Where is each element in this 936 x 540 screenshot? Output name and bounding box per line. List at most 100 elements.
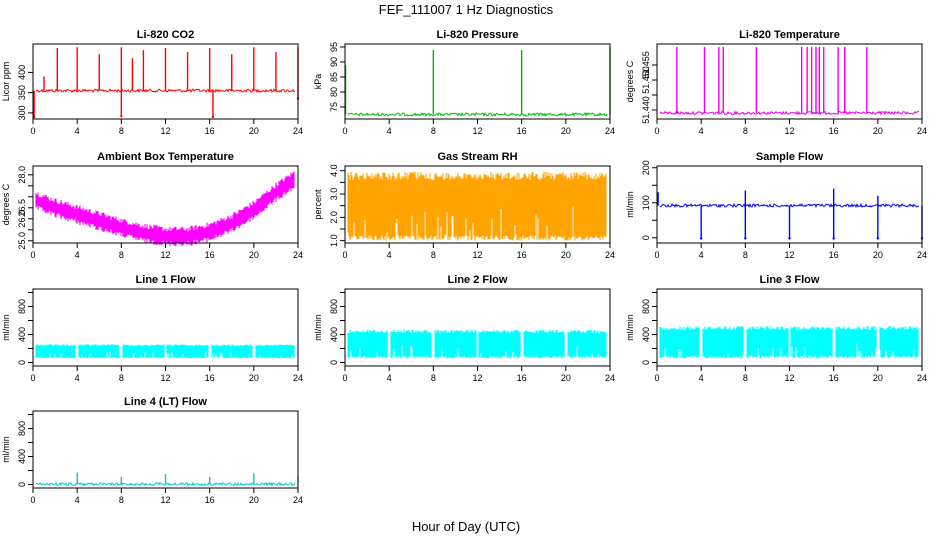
x-tick-label: 4 xyxy=(75,250,80,260)
x-tick-label: 0 xyxy=(342,250,347,260)
x-tick-label: 8 xyxy=(119,126,124,136)
series-li-820-co2 xyxy=(32,47,300,119)
x-tick-label: 12 xyxy=(160,126,170,136)
panel-line-3-flow: Line 3 Flow ml/min 0 4 8 12 16 20 24 0 400 800 xyxy=(625,274,927,383)
y-tick-label: 350 xyxy=(17,85,27,100)
x-tick-label: 0 xyxy=(654,126,659,136)
y-tick-label: 0 xyxy=(17,482,27,487)
x-tick-label: 12 xyxy=(784,126,794,136)
series-sample-flow xyxy=(657,188,924,240)
x-tick-label: 24 xyxy=(293,495,303,505)
y-tick-label: 80 xyxy=(329,87,339,97)
dip-point xyxy=(120,114,123,118)
y-tick-label: 0 xyxy=(641,360,651,365)
x-tick-label: 12 xyxy=(472,373,482,383)
x-tick-label: 16 xyxy=(205,373,215,383)
y-tick-label: 300 xyxy=(17,105,27,120)
y-tick-label: 800 xyxy=(329,299,339,314)
x-tick-label: 0 xyxy=(30,126,35,136)
x-tick-label: 20 xyxy=(249,495,259,505)
y-tick-label: 25.0 xyxy=(17,232,27,250)
panel-ambient-box-temperature: Ambient Box Temperature degrees C 0 4 8 12 16 2… xyxy=(1,151,303,260)
y-tick-label: 1.0 xyxy=(329,234,339,247)
x-tick-label: 20 xyxy=(873,250,883,260)
panel-li-820-pressure: Li-820 Pressure kPa 0 4 8 12 16 20 24 75 80 85 90 95 xyxy=(313,29,615,136)
x-tick-label: 12 xyxy=(784,373,794,383)
series-line xyxy=(35,481,296,487)
panel-li-820-co2: Li-820 CO2 Licor ppm 0 4 8 12 16 20 24 300 350 400 xyxy=(1,29,303,136)
y-tick-label: 90 xyxy=(329,57,339,67)
x-tick-label: 24 xyxy=(917,373,927,383)
x-tick-label: 4 xyxy=(387,250,392,260)
series-line-4-lt-flow xyxy=(35,472,299,487)
x-tick-label: 4 xyxy=(387,126,392,136)
panel-line-1-flow: Line 1 Flow ml/min 0 4 8 12 16 20 24 0 400 800 xyxy=(1,274,303,383)
y-tick-label: 400 xyxy=(641,327,651,342)
y-tick-label: 800 xyxy=(641,299,651,314)
y-tick-label: 800 xyxy=(17,421,27,436)
dip-point xyxy=(32,115,36,119)
y-tick-label: 3.0 xyxy=(329,188,339,201)
x-tick-label: 0 xyxy=(654,373,659,383)
x-tick-label: 24 xyxy=(293,126,303,136)
panel-title: Li-820 Pressure xyxy=(437,29,519,41)
x-tick-label: 16 xyxy=(517,373,527,383)
panel-title: Ambient Box Temperature xyxy=(97,151,234,163)
y-tick-label: 200 xyxy=(641,160,651,175)
panel-title: Line 3 Flow xyxy=(760,274,820,286)
dip-point xyxy=(211,115,215,119)
x-tick-label: 4 xyxy=(75,373,80,383)
x-tick-label: 20 xyxy=(249,250,259,260)
x-tick-label: 24 xyxy=(917,250,927,260)
y-tick-label: 2.0 xyxy=(329,211,339,224)
x-tick-label: 4 xyxy=(387,373,392,383)
panel-title: Gas Stream RH xyxy=(437,151,517,163)
y-tick-label: 0 xyxy=(329,360,339,365)
panel-title: Li-820 CO2 xyxy=(137,29,194,41)
y-axis-label: percent xyxy=(313,189,323,220)
y-axis-label: ml/min xyxy=(625,191,635,218)
y-tick-label: 400 xyxy=(17,327,27,342)
y-axis-label: degrees C xyxy=(625,60,635,102)
x-tick-label: 24 xyxy=(605,373,615,383)
panel-li-820-temperature: Li-820 Temperature degrees C 0 4 8 12 16 20 24 51… xyxy=(625,29,927,136)
x-tick-label: 4 xyxy=(699,250,704,260)
y-axis-label: ml/min xyxy=(313,314,323,341)
x-tick-label: 24 xyxy=(293,373,303,383)
series-li-820-temperature xyxy=(659,47,920,116)
x-tick-label: 12 xyxy=(472,126,482,136)
series-ambient-box-temperature xyxy=(35,171,295,247)
x-tick-label: 8 xyxy=(431,250,436,260)
x-tick-label: 4 xyxy=(699,373,704,383)
y-tick-label: 100 xyxy=(641,195,651,210)
x-tick-label: 20 xyxy=(873,373,883,383)
x-tick-label: 16 xyxy=(829,126,839,136)
x-tick-label: 24 xyxy=(605,126,615,136)
x-tick-label: 4 xyxy=(75,495,80,505)
y-axis-label: ml/min xyxy=(1,436,11,463)
x-tick-label: 8 xyxy=(743,126,748,136)
y-tick-label: 28.0 xyxy=(17,166,27,184)
x-tick-label: 8 xyxy=(119,373,124,383)
y-axis-label: ml/min xyxy=(625,314,635,341)
x-tick-label: 16 xyxy=(517,126,527,136)
y-tick-label: 26.0 xyxy=(17,210,27,228)
x-tick-label: 20 xyxy=(561,373,571,383)
series-line xyxy=(35,88,295,94)
x-tick-label: 12 xyxy=(784,250,794,260)
dip-point xyxy=(744,237,747,240)
x-tick-label: 16 xyxy=(205,126,215,136)
x-tick-label: 0 xyxy=(654,250,659,260)
y-tick-label: 400 xyxy=(329,327,339,342)
series-line xyxy=(347,111,608,118)
panel-line-2-flow: Line 2 Flow ml/min 0 4 8 12 16 20 24 0 400 800 xyxy=(313,274,615,383)
x-tick-label: 24 xyxy=(605,250,615,260)
y-tick-label: 51.455 xyxy=(641,51,651,79)
y-tick-label: 4.0 xyxy=(329,164,339,177)
dip-point xyxy=(788,237,791,240)
panel-title: Line 2 Flow xyxy=(448,274,508,286)
x-tick-label: 20 xyxy=(561,126,571,136)
panel-line-4-lt-flow: Line 4 (LT) Flow ml/min 0 4 8 12 16 20 24 0 400 800 xyxy=(1,396,303,505)
panel-sample-flow: Sample Flow ml/min 0 4 8 12 16 20 24 0 100 200 xyxy=(625,151,927,260)
x-tick-label: 8 xyxy=(743,250,748,260)
